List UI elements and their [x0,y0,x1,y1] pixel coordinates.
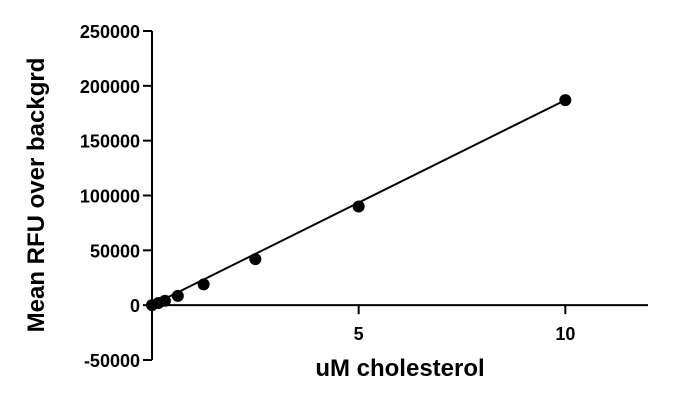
y-tick-label: 150000 [80,132,140,152]
y-tick-label: 50000 [90,241,140,261]
data-point [197,278,210,291]
data-point [249,253,262,266]
x-tick-label: 5 [354,324,364,344]
y-tick-label: 0 [130,296,140,316]
y-ticks: 250000 200000 150000 100000 50000 0 -50000 [80,22,152,371]
y-tick-label: 250000 [80,22,140,42]
axes [151,31,648,360]
x-axis-title: uM cholesterol [315,355,484,382]
data-point [559,94,572,107]
x-ticks: 5 10 [354,305,575,344]
y-tick-label: -50000 [84,351,140,371]
data-point [158,294,171,307]
y-axis-title: Mean RFU over backgrd [23,58,50,333]
data-point [352,200,365,213]
data-points [146,94,572,312]
data-point [171,289,184,302]
x-tick-label: 10 [555,324,575,344]
y-tick-label: 200000 [80,77,140,97]
y-tick-label: 100000 [80,187,140,207]
